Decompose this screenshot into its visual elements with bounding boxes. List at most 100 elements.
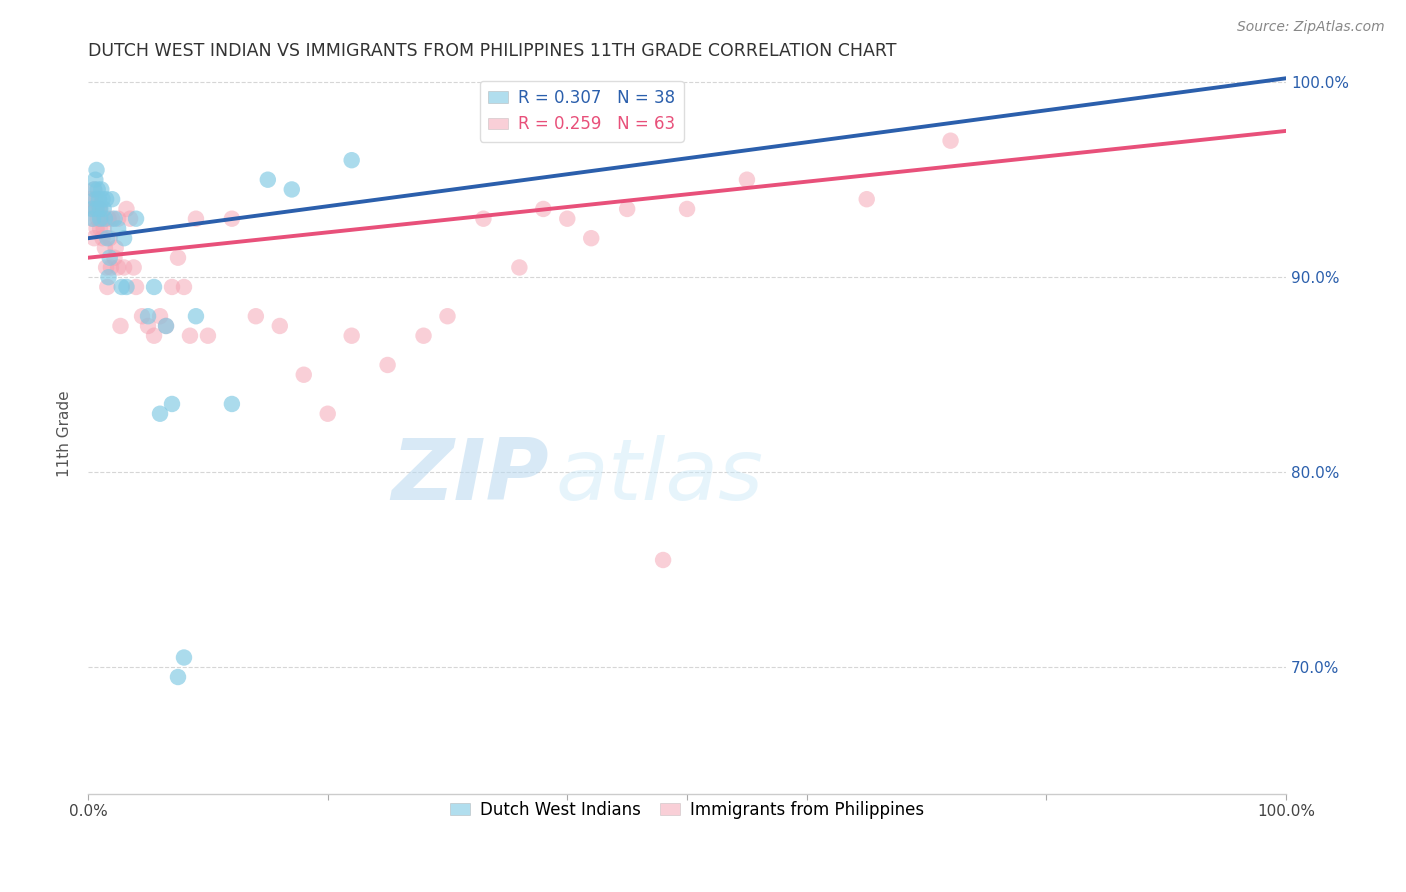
Point [735, 172, 758, 186]
Point [125, 211, 148, 226]
Legend: Dutch West Indians, Immigrants from Philippines: Dutch West Indians, Immigrants from Phil… [443, 794, 931, 825]
Point [80, 202, 103, 216]
Point [167, 251, 190, 265]
Point [412, 328, 434, 343]
Point [79, 192, 101, 206]
Point [652, 553, 675, 567]
Point [104, 241, 127, 255]
Point [531, 202, 554, 216]
Point [173, 650, 195, 665]
Point [221, 211, 243, 226]
Point [377, 358, 399, 372]
Text: DUTCH WEST INDIAN VS IMMIGRANTS FROM PHILIPPINES 11TH GRADE CORRELATION CHART: DUTCH WEST INDIAN VS IMMIGRANTS FROM PHI… [89, 42, 897, 60]
Point [83, 182, 105, 196]
Point [136, 309, 159, 323]
Point [83, 182, 105, 196]
Point [91, 231, 114, 245]
Point [107, 221, 129, 235]
Point [256, 172, 278, 186]
Point [136, 318, 159, 333]
Point [292, 368, 315, 382]
Point [149, 407, 172, 421]
Point [197, 328, 219, 343]
Point [97, 211, 120, 226]
Point [86, 163, 108, 178]
Point [115, 280, 138, 294]
Point [179, 328, 201, 343]
Point [93, 202, 115, 216]
Point [111, 280, 134, 294]
Point [97, 270, 120, 285]
Point [87, 211, 110, 226]
Point [184, 211, 207, 226]
Point [167, 670, 190, 684]
Point [939, 134, 962, 148]
Point [83, 231, 105, 245]
Point [96, 280, 118, 294]
Point [82, 211, 104, 226]
Point [89, 221, 111, 235]
Point [184, 309, 207, 323]
Point [94, 241, 117, 255]
Point [120, 211, 142, 226]
Point [316, 407, 339, 421]
Point [115, 202, 138, 216]
Point [94, 260, 117, 275]
Point [676, 202, 699, 216]
Point [855, 192, 877, 206]
Point [94, 211, 117, 226]
Point [160, 397, 183, 411]
Point [149, 309, 172, 323]
Point [101, 192, 124, 206]
Point [86, 202, 108, 216]
Point [160, 280, 183, 294]
Point [93, 221, 115, 235]
Point [82, 202, 104, 216]
Point [98, 231, 121, 245]
Point [122, 260, 145, 275]
Point [340, 328, 363, 343]
Point [143, 280, 166, 294]
Text: atlas: atlas [555, 435, 763, 518]
Point [269, 318, 291, 333]
Point [90, 211, 112, 226]
Point [87, 202, 110, 216]
Point [89, 202, 111, 216]
Point [100, 260, 122, 275]
Point [281, 182, 304, 196]
Point [155, 318, 177, 333]
Point [107, 260, 129, 275]
Point [86, 221, 108, 235]
Point [101, 211, 124, 226]
Point [103, 211, 125, 226]
Point [84, 192, 107, 206]
Point [96, 231, 118, 245]
Point [110, 318, 132, 333]
Point [84, 172, 107, 186]
Point [436, 309, 458, 323]
Point [508, 260, 530, 275]
Point [221, 397, 243, 411]
Text: Source: ZipAtlas.com: Source: ZipAtlas.com [1237, 20, 1385, 34]
Point [173, 280, 195, 294]
Point [472, 211, 495, 226]
Point [112, 260, 135, 275]
Point [103, 251, 125, 265]
Point [155, 318, 177, 333]
Point [87, 182, 110, 196]
Point [131, 309, 153, 323]
Point [90, 182, 112, 196]
Point [80, 211, 103, 226]
Point [112, 231, 135, 245]
Point [107, 211, 129, 226]
Y-axis label: 11th Grade: 11th Grade [58, 390, 72, 476]
Point [143, 328, 166, 343]
Point [94, 192, 117, 206]
Point [91, 192, 114, 206]
Point [86, 192, 108, 206]
Point [616, 202, 638, 216]
Point [125, 280, 148, 294]
Point [581, 231, 603, 245]
Text: ZIP: ZIP [392, 435, 550, 518]
Point [89, 202, 111, 216]
